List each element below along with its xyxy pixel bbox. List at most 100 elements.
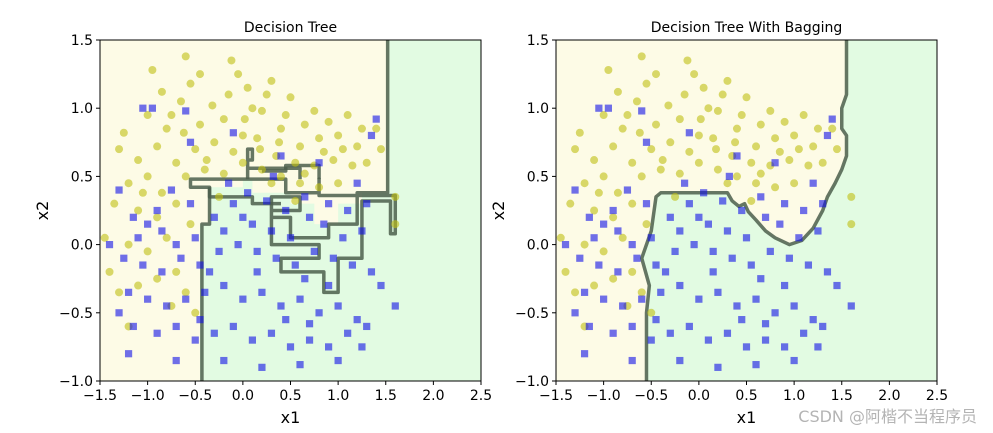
- data-point-class-1: [766, 247, 774, 256]
- data-point-class-0: [794, 145, 803, 154]
- data-point-class-1: [738, 206, 746, 215]
- data-point-class-0: [100, 233, 109, 242]
- data-point-class-0: [172, 199, 181, 208]
- data-point-class-1: [282, 206, 290, 215]
- data-point-class-0: [262, 90, 271, 99]
- data-point-class-0: [329, 156, 338, 165]
- data-point-class-1: [286, 234, 295, 242]
- data-point-class-0: [276, 124, 285, 133]
- data-point-class-0: [257, 106, 266, 115]
- data-point-class-1: [719, 197, 727, 205]
- data-point-class-1: [229, 322, 237, 331]
- data-point-class-0: [281, 111, 290, 120]
- data-point-class-0: [771, 134, 780, 143]
- data-point-class-0: [675, 169, 684, 178]
- data-point-class-0: [172, 267, 181, 276]
- data-point-class-1: [177, 254, 185, 262]
- y-axis-label: x2: [33, 201, 52, 221]
- data-point-class-1: [258, 363, 266, 371]
- data-point-class-0: [704, 104, 713, 113]
- data-point-class-1: [609, 206, 617, 215]
- y-tick-label: 1.5: [527, 33, 549, 49]
- y-tick-label: −0.5: [515, 306, 549, 322]
- data-point-class-1: [725, 172, 733, 180]
- data-point-class-1: [315, 309, 323, 317]
- data-point-class-0: [119, 128, 128, 137]
- data-point-class-1: [790, 356, 798, 365]
- data-point-class-0: [656, 165, 665, 174]
- x-tick-label: 0.0: [688, 388, 710, 404]
- data-point-class-1: [747, 261, 755, 269]
- data-point-class-0: [376, 145, 385, 154]
- data-point-class-1: [144, 295, 152, 303]
- data-point-class-1: [595, 104, 603, 112]
- data-point-class-1: [638, 295, 646, 303]
- chart-panel-2: −1.5 −1.0 −0.5 0.0 0.5 1.0 1.5 2.0 2.5−1.0−0.50.…: [489, 20, 948, 427]
- data-point-class-1: [391, 302, 399, 310]
- data-point-class-0: [813, 124, 822, 133]
- data-point-class-1: [329, 254, 337, 262]
- x-tick-label: 2.0: [422, 388, 444, 404]
- x-tick-label: −0.5: [178, 388, 212, 404]
- data-point-class-1: [372, 115, 380, 123]
- data-point-class-1: [291, 261, 299, 269]
- data-point-class-0: [785, 156, 794, 165]
- data-point-class-0: [566, 199, 575, 208]
- data-point-class-0: [179, 128, 188, 137]
- data-point-class-0: [338, 145, 347, 154]
- data-point-class-1: [334, 302, 342, 310]
- decision-boundary: [188, 40, 398, 381]
- data-point-class-0: [699, 83, 708, 92]
- data-point-class-1: [742, 343, 751, 351]
- data-point-class-0: [134, 206, 143, 215]
- data-point-class-1: [695, 295, 703, 303]
- data-point-class-0: [766, 106, 775, 115]
- data-point-class-1: [315, 159, 323, 167]
- data-point-class-1: [628, 322, 636, 331]
- data-point-class-1: [248, 336, 256, 344]
- data-point-class-1: [761, 320, 770, 328]
- data-point-class-0: [143, 247, 152, 256]
- data-point-class-1: [277, 152, 285, 160]
- data-point-class-1: [153, 329, 161, 337]
- data-point-class-0: [291, 158, 300, 167]
- data-point-class-0: [571, 288, 580, 297]
- data-point-class-0: [315, 183, 324, 192]
- data-point-class-1: [590, 234, 598, 242]
- data-point-class-0: [181, 172, 190, 181]
- data-point-class-1: [738, 316, 746, 324]
- data-point-class-1: [172, 241, 180, 249]
- data-point-class-1: [358, 227, 366, 235]
- data-point-class-0: [202, 156, 211, 165]
- data-point-class-1: [129, 322, 137, 331]
- data-point-class-1: [367, 131, 376, 140]
- data-point-class-0: [296, 179, 305, 188]
- data-point-class-1: [253, 268, 261, 276]
- data-point-class-0: [310, 106, 319, 115]
- data-point-class-1: [196, 316, 204, 324]
- data-point-class-1: [771, 159, 779, 167]
- data-point-class-1: [723, 329, 732, 337]
- data-point-class-0: [256, 145, 265, 154]
- data-point-class-0: [742, 93, 751, 102]
- y-tick-label: 1.5: [71, 33, 93, 49]
- data-point-class-1: [652, 316, 660, 324]
- data-point-class-0: [196, 120, 205, 129]
- data-point-class-1: [638, 107, 646, 115]
- data-point-class-1: [561, 241, 570, 249]
- x-tick-label: 0.0: [232, 388, 254, 404]
- data-point-class-0: [267, 179, 276, 188]
- data-point-class-0: [599, 247, 608, 256]
- data-point-class-1: [172, 322, 180, 331]
- data-point-class-1: [795, 234, 803, 242]
- data-point-class-1: [172, 356, 180, 365]
- data-point-class-1: [325, 281, 333, 290]
- data-point-class-1: [267, 329, 276, 337]
- data-point-class-0: [257, 165, 266, 174]
- data-point-class-0: [696, 115, 705, 124]
- data-point-class-1: [348, 261, 357, 269]
- data-point-class-0: [580, 240, 589, 249]
- data-point-class-0: [790, 179, 799, 188]
- data-point-class-1: [661, 268, 670, 276]
- data-point-class-0: [628, 158, 637, 167]
